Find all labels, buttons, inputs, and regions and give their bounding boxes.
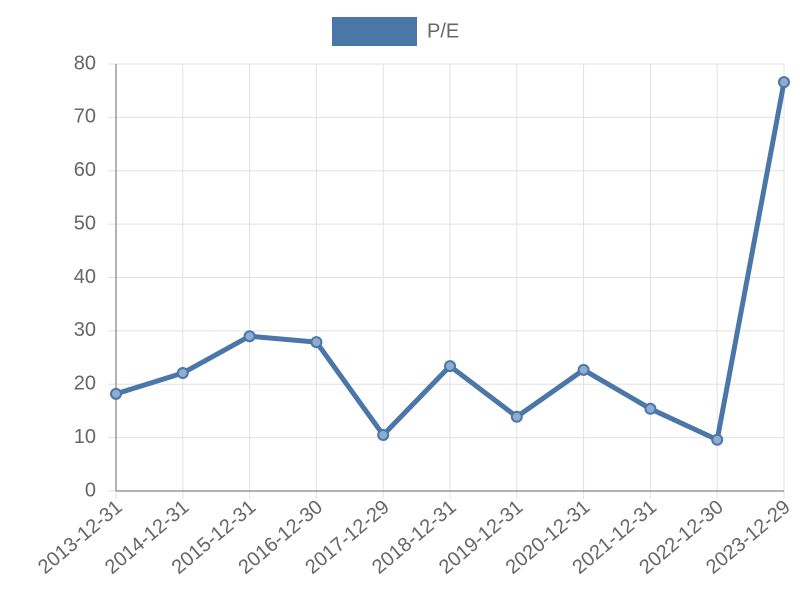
point	[176, 367, 189, 380]
legend-swatch	[332, 17, 417, 46]
y-tick-label: 60	[74, 159, 96, 181]
y-tick-label: 80	[74, 52, 96, 74]
y-tick-label: 70	[74, 106, 96, 128]
point	[778, 76, 790, 89]
y-tick-label: 10	[74, 426, 96, 448]
legend-label: P/E	[427, 20, 459, 42]
point	[377, 428, 390, 441]
y-tick-label: 0	[85, 479, 96, 501]
point	[444, 360, 456, 373]
y-tick-label: 20	[74, 373, 96, 395]
point	[110, 387, 122, 400]
point	[577, 363, 590, 376]
point	[243, 330, 256, 343]
point	[711, 433, 724, 446]
point	[310, 336, 323, 349]
point	[510, 410, 523, 423]
y-tick-label: 50	[74, 212, 96, 234]
point	[644, 402, 657, 415]
y-tick-label: 40	[74, 266, 96, 288]
y-tick-label: 30	[74, 319, 96, 341]
